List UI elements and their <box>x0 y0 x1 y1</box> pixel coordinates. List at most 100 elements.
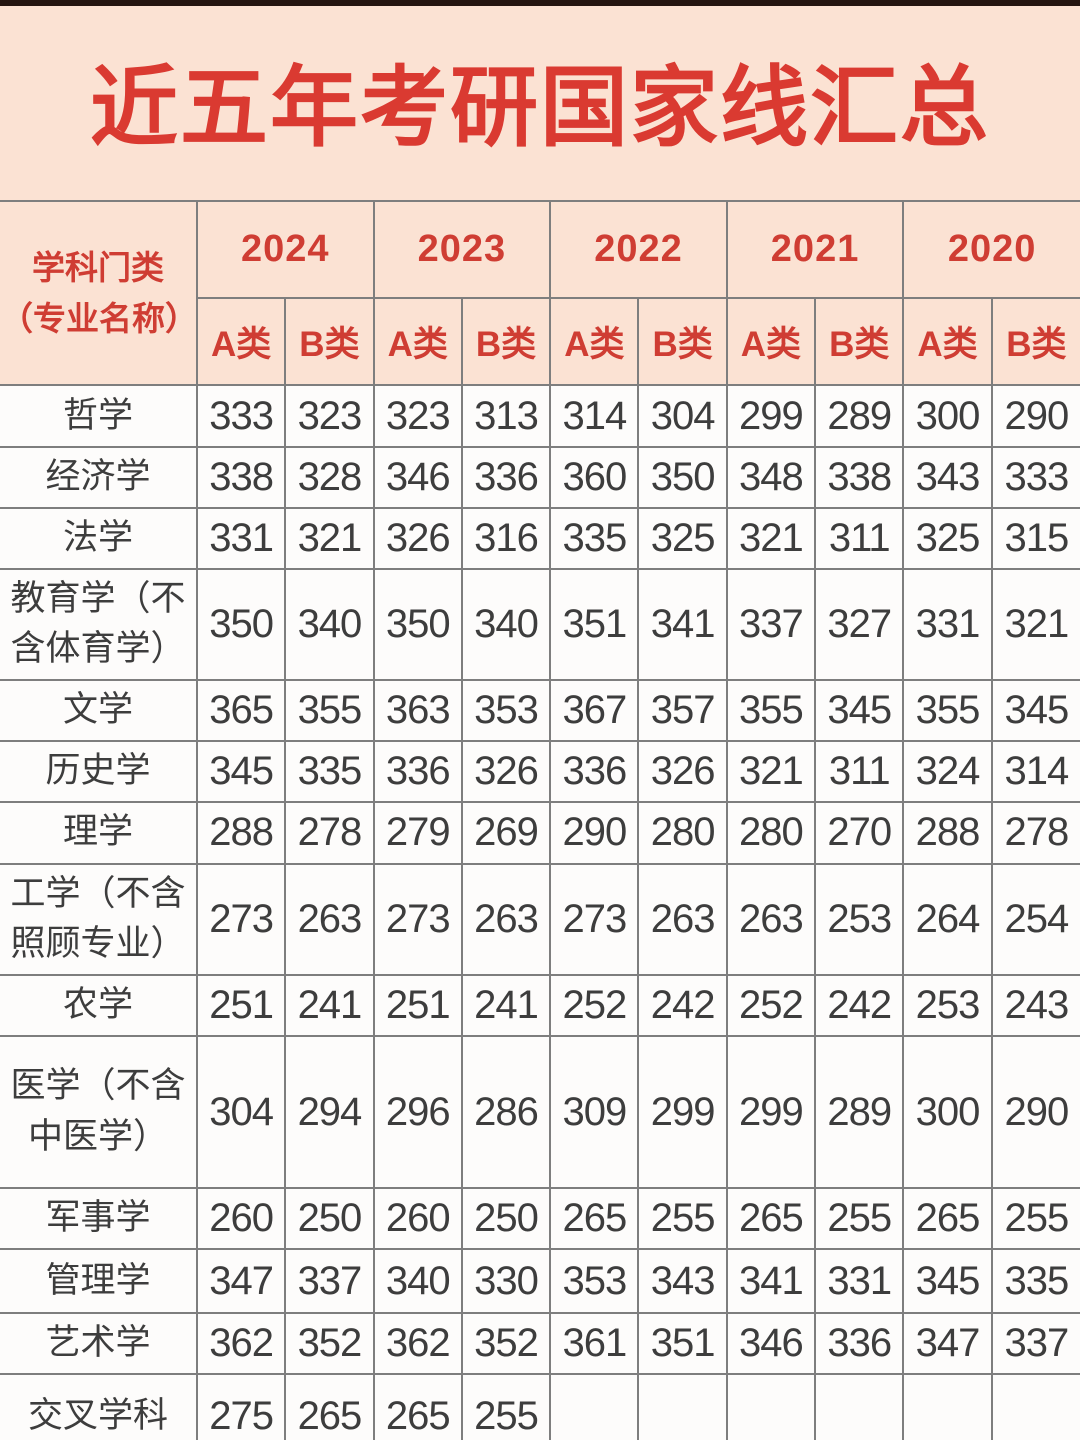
row-label: 经济学 <box>0 446 198 509</box>
table-row: 工学（不含照顾专业） 273 263 273 263 273 263 263 253 264 254 <box>0 862 1080 976</box>
score-cell: 321 <box>284 506 375 570</box>
score-cell: 361 <box>549 1312 640 1375</box>
score-cell: 242 <box>814 974 905 1037</box>
score-cell: 253 <box>814 862 905 976</box>
score-cell: 352 <box>284 1312 375 1375</box>
score-cell: 290 <box>990 384 1080 448</box>
table-row: 农学 251 241 251 241 252 242 252 242 253 243 <box>0 974 1080 1037</box>
score-cell: 345 <box>990 679 1080 742</box>
score-cell: 242 <box>637 974 728 1037</box>
score-cell: 294 <box>284 1035 375 1189</box>
score-cell: 352 <box>460 1312 552 1375</box>
score-cell: 338 <box>814 446 905 509</box>
score-cell: 304 <box>637 384 728 448</box>
score-cell: 362 <box>372 1312 463 1375</box>
score-cell: 264 <box>902 862 993 976</box>
score-cell: 351 <box>637 1312 728 1375</box>
score-cell: 326 <box>637 739 728 803</box>
score-cell: 321 <box>725 506 817 570</box>
score-cell: 288 <box>195 800 287 865</box>
score-cell: 273 <box>372 862 463 976</box>
score-cell: 345 <box>814 679 905 742</box>
score-cell: 255 <box>460 1372 552 1440</box>
score-cell: 326 <box>372 506 463 570</box>
score-cell: 273 <box>549 862 640 976</box>
score-cell: 328 <box>284 446 375 509</box>
score-cell: 355 <box>284 679 375 742</box>
score-cell: 243 <box>990 974 1080 1037</box>
row-label: 农学 <box>0 974 198 1037</box>
row-label: 文学 <box>0 679 198 742</box>
score-cell: 325 <box>637 506 728 570</box>
score-cell: 273 <box>195 862 287 976</box>
score-cell: 321 <box>725 739 817 803</box>
score-cell: 345 <box>195 739 287 803</box>
score-cell: 280 <box>637 800 728 865</box>
score-cell: 280 <box>725 800 817 865</box>
score-cell: 357 <box>637 679 728 742</box>
score-cell <box>725 1372 817 1440</box>
table-row: 文学 365 355 363 353 367 357 355 345 355 345 <box>0 679 1080 742</box>
row-label: 医学（不含中医学） <box>0 1035 198 1189</box>
score-cell: 337 <box>990 1312 1080 1375</box>
score-cell: 360 <box>549 446 640 509</box>
page-title: 近五年考研国家线汇总 <box>89 57 990 157</box>
score-cell: 253 <box>902 974 993 1037</box>
score-cell: 315 <box>990 506 1080 570</box>
corner-header-line1: 学科门类 <box>32 248 164 286</box>
score-cell <box>814 1372 905 1440</box>
table-row: 管理学 347 337 340 330 353 343 341 331 345 335 <box>0 1248 1080 1314</box>
score-cell: 251 <box>195 974 287 1037</box>
score-cell: 251 <box>372 974 463 1037</box>
score-cell: 263 <box>284 862 375 976</box>
score-cell: 300 <box>902 384 993 448</box>
class-header-a: A类 <box>902 297 993 386</box>
score-cell: 323 <box>284 384 375 448</box>
score-cell: 335 <box>284 739 375 803</box>
score-cell: 255 <box>814 1187 905 1250</box>
table-row: 法学 331 321 326 316 335 325 321 311 325 315 <box>0 506 1080 570</box>
score-cell: 335 <box>990 1248 1080 1314</box>
score-cell: 252 <box>549 974 640 1037</box>
score-cell: 265 <box>549 1187 640 1250</box>
score-cell: 289 <box>814 1035 905 1189</box>
score-cell: 265 <box>902 1187 993 1250</box>
table-row: 哲学 333 323 323 313 314 304 299 289 300 290 <box>0 384 1080 448</box>
table-row: 医学（不含中医学） 304 294 296 286 309 299 299 289 300 290 <box>0 1035 1080 1189</box>
class-header-a: A类 <box>549 297 640 386</box>
year-header-2020: 2020 <box>902 200 1080 299</box>
score-cell: 278 <box>284 800 375 865</box>
score-cell: 337 <box>284 1248 375 1314</box>
score-cell: 299 <box>725 384 817 448</box>
score-cell: 367 <box>549 679 640 742</box>
score-cell: 324 <box>902 739 993 803</box>
score-cell: 309 <box>549 1035 640 1189</box>
corner-header-line2: （专业名称） <box>0 300 197 337</box>
score-cell: 353 <box>460 679 552 742</box>
row-label: 军事学 <box>0 1187 198 1250</box>
score-cell: 350 <box>372 567 463 681</box>
table-body: 哲学 333 323 323 313 314 304 299 289 300 290 经济学 338 32… <box>0 384 1080 1440</box>
score-cell: 269 <box>460 800 552 865</box>
row-label: 管理学 <box>0 1248 198 1314</box>
score-cell: 265 <box>372 1372 463 1440</box>
table-row: 历史学 345 335 336 326 336 326 321 311 324 314 <box>0 739 1080 803</box>
score-cell: 340 <box>284 567 375 681</box>
class-header-a: A类 <box>197 297 287 386</box>
table-row: 教育学（不含体育学） 350 340 350 340 351 341 337 327 331 321 <box>0 567 1080 681</box>
table-row: 交叉学科 275 265 265 255 <box>0 1372 1080 1440</box>
score-cell: 363 <box>372 679 463 742</box>
score-cell: 241 <box>284 974 375 1037</box>
corner-header: 学科门类 （专业名称） <box>0 200 198 386</box>
score-cell: 260 <box>195 1187 287 1250</box>
score-cell: 331 <box>814 1248 905 1314</box>
year-header-2023: 2023 <box>372 200 552 299</box>
score-cell: 299 <box>725 1035 817 1189</box>
table-row: 艺术学 362 352 362 352 361 351 346 336 347 337 <box>0 1312 1080 1375</box>
class-header-b: B类 <box>460 297 552 386</box>
score-cell: 365 <box>195 679 287 742</box>
score-cell: 278 <box>990 800 1080 865</box>
score-cell: 326 <box>460 739 552 803</box>
photo-edge-strip <box>0 0 1080 6</box>
